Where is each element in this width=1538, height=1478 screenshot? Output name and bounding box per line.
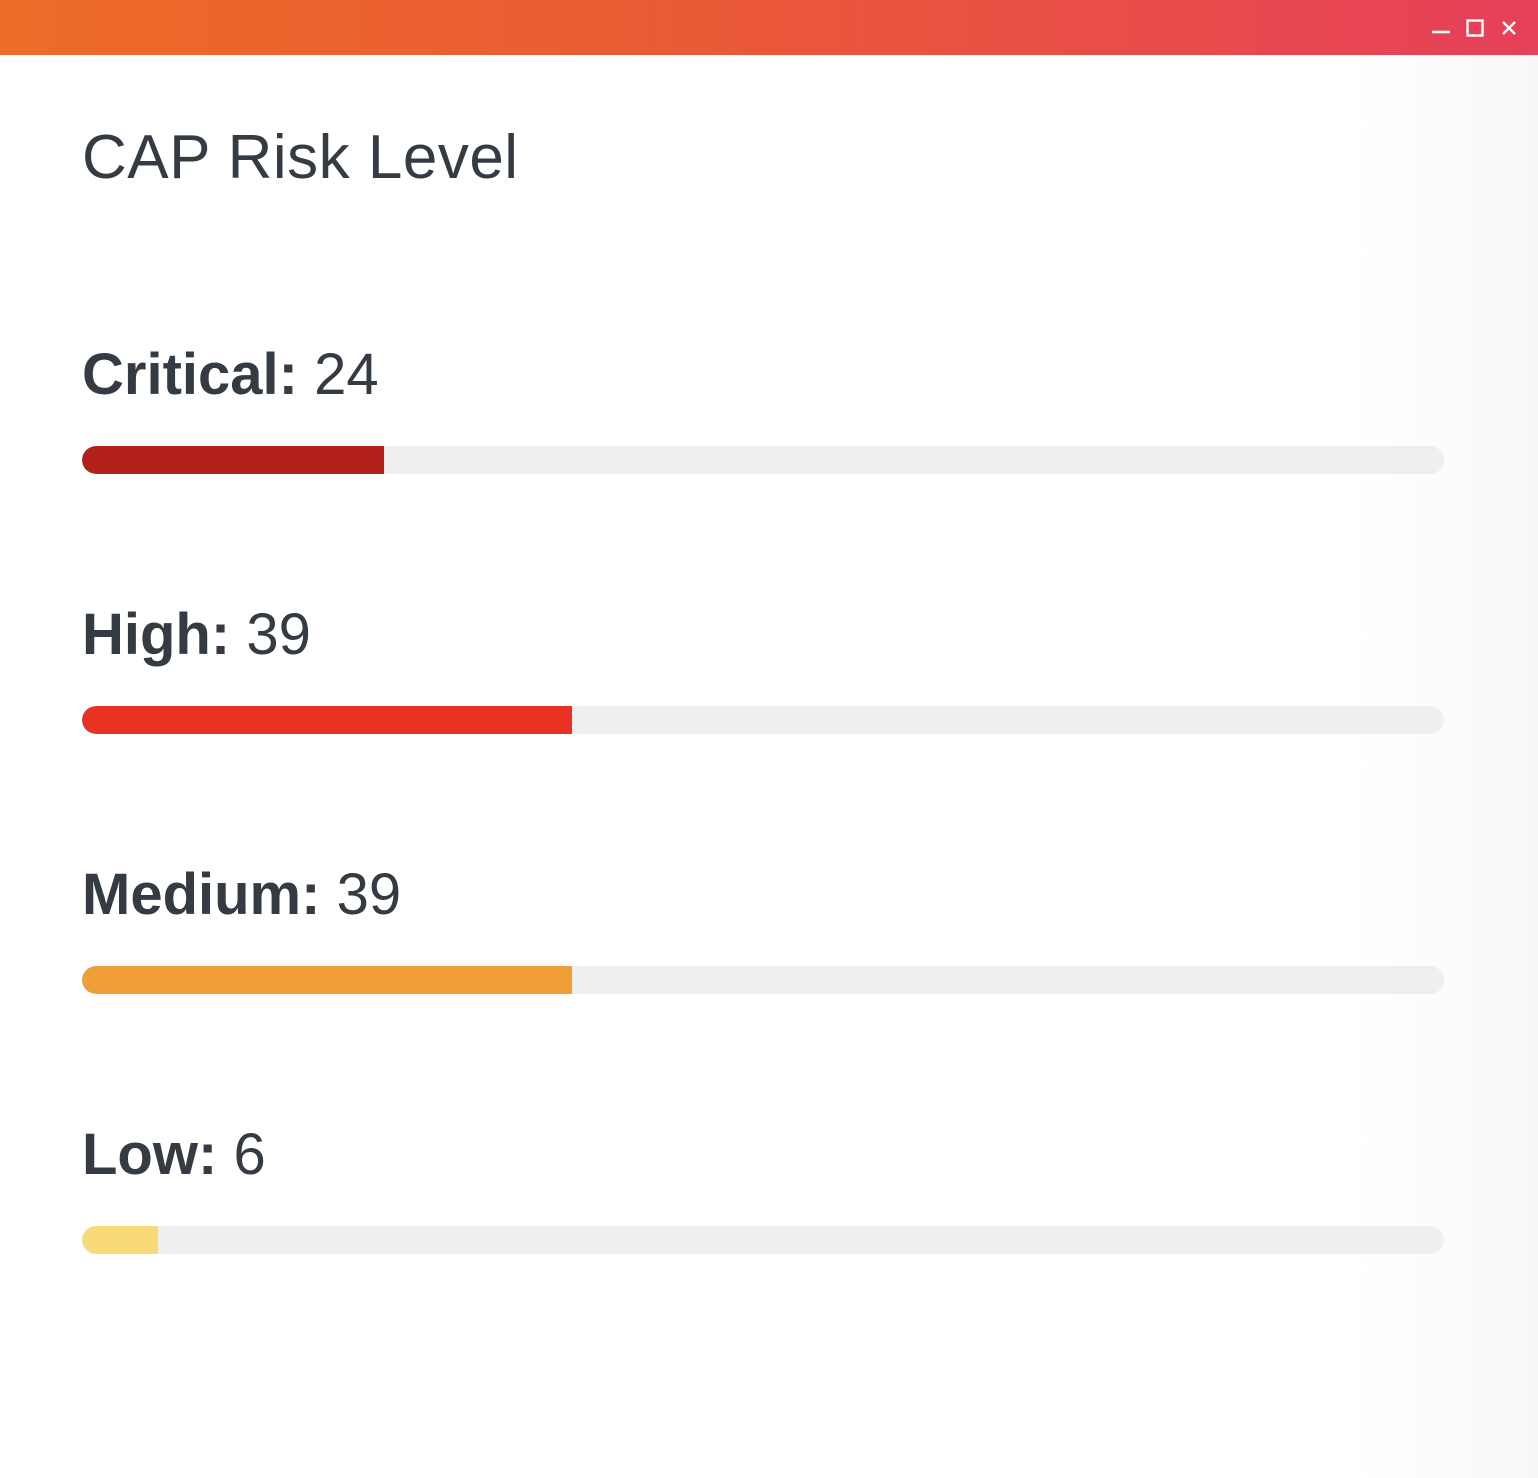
risk-name: Low (82, 1122, 198, 1187)
risk-row-critical: Critical: 24 (82, 346, 1444, 474)
maximize-button[interactable] (1464, 17, 1486, 39)
risk-row-medium: Medium: 39 (82, 866, 1444, 994)
risk-count: 6 (233, 1122, 266, 1187)
progress-fill-high (82, 706, 573, 734)
close-button[interactable] (1498, 17, 1520, 39)
progress-fill-low (82, 1226, 159, 1254)
risk-name: High (82, 602, 211, 667)
risk-count: 24 (314, 342, 379, 407)
title-bar[interactable] (0, 0, 1538, 55)
progress-track-medium (82, 966, 1444, 994)
risk-label-low: Low: 6 (82, 1126, 1444, 1184)
risk-label-medium: Medium: 39 (82, 866, 1444, 924)
progress-track-low (82, 1226, 1444, 1254)
risk-row-low: Low: 6 (82, 1126, 1444, 1254)
risk-count: 39 (336, 862, 402, 927)
progress-track-high (82, 706, 1444, 734)
window-controls (1430, 14, 1520, 42)
content-area: CAP Risk Level Critical: 24 High: 39 Med… (0, 55, 1538, 1478)
minimize-button[interactable] (1430, 17, 1452, 39)
risk-name: Critical (82, 342, 279, 407)
close-icon (1502, 21, 1516, 35)
risk-count: 39 (246, 602, 311, 667)
minimize-icon (1432, 30, 1450, 34)
risk-label-critical: Critical: 24 (82, 346, 1444, 404)
risk-label-high: High: 39 (82, 606, 1444, 664)
risk-name: Medium (82, 862, 302, 927)
risk-separator: : (197, 1122, 218, 1187)
progress-fill-critical (82, 446, 385, 474)
risk-separator: : (278, 342, 298, 407)
risk-separator: : (210, 602, 231, 667)
maximize-icon (1466, 19, 1484, 37)
progress-fill-medium (82, 966, 573, 994)
risk-row-high: High: 39 (82, 606, 1444, 734)
risk-separator: : (301, 862, 321, 927)
page-title: CAP Risk Level (82, 123, 519, 192)
progress-track-critical (82, 446, 1444, 474)
